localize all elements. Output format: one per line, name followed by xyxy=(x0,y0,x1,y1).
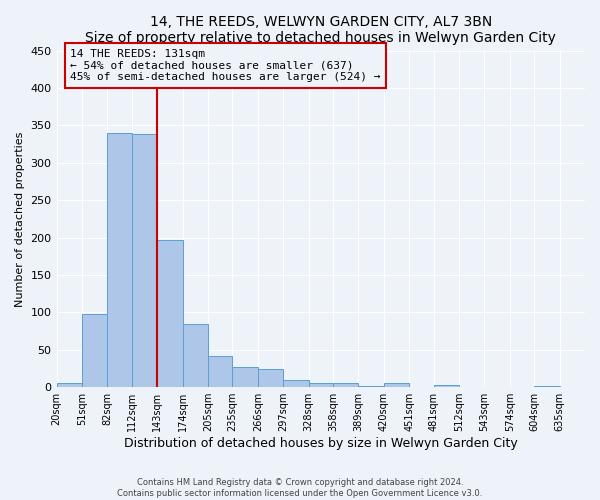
Bar xyxy=(132,134,157,387)
X-axis label: Distribution of detached houses by size in Welwyn Garden City: Distribution of detached houses by size … xyxy=(124,437,518,450)
Bar xyxy=(434,385,459,387)
Bar xyxy=(534,386,560,387)
Title: 14, THE REEDS, WELWYN GARDEN CITY, AL7 3BN
Size of property relative to detached: 14, THE REEDS, WELWYN GARDEN CITY, AL7 3… xyxy=(85,15,556,45)
Bar xyxy=(208,356,232,387)
Bar xyxy=(333,384,358,387)
Bar xyxy=(358,386,384,387)
Text: 14 THE REEDS: 131sqm
← 54% of detached houses are smaller (637)
45% of semi-deta: 14 THE REEDS: 131sqm ← 54% of detached h… xyxy=(70,49,381,82)
Y-axis label: Number of detached properties: Number of detached properties xyxy=(15,131,25,306)
Bar xyxy=(384,382,409,387)
Bar xyxy=(157,240,182,387)
Bar xyxy=(232,367,258,387)
Bar xyxy=(258,370,283,387)
Bar xyxy=(308,382,333,387)
Bar xyxy=(56,384,82,387)
Bar xyxy=(82,314,107,387)
Bar xyxy=(107,133,132,387)
Text: Contains HM Land Registry data © Crown copyright and database right 2024.
Contai: Contains HM Land Registry data © Crown c… xyxy=(118,478,482,498)
Bar xyxy=(182,324,208,387)
Bar xyxy=(283,380,308,387)
